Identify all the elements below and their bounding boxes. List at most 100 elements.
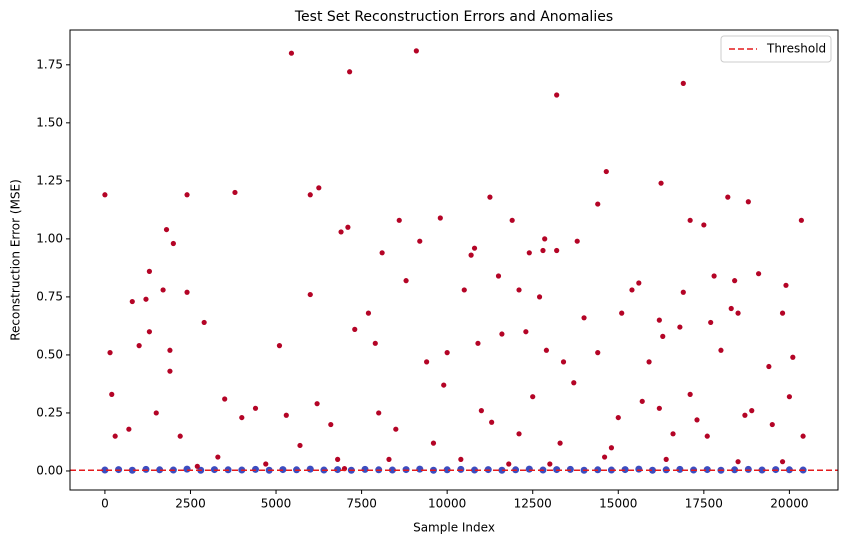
chart-title: Test Set Reconstruction Errors and Anoma… [294,9,613,25]
point [352,326,358,332]
y-tick-label: 0.75 [36,289,63,303]
point [718,347,724,353]
point [703,466,711,474]
point [498,466,506,474]
point [328,421,334,428]
point [252,405,259,411]
x-tick-label: 5000 [261,497,292,511]
point [107,350,113,356]
point [755,271,762,277]
point [786,394,793,400]
point [461,287,467,293]
point [687,217,693,223]
point [790,354,796,360]
point [263,461,269,467]
y-tick-label: 0.25 [36,405,63,419]
point [489,419,495,425]
point [663,456,669,462]
point [471,245,478,251]
point [525,465,533,473]
point [687,391,693,397]
point [783,282,789,288]
point [146,329,153,335]
point [516,287,522,293]
point [725,194,731,200]
point [170,240,176,247]
point [475,340,481,346]
point [704,433,710,439]
point [239,414,245,421]
point [129,298,135,305]
point [660,333,666,339]
point [417,238,423,244]
point [365,310,372,316]
point [621,466,629,474]
point [758,466,766,474]
point [526,250,532,256]
point [735,310,741,316]
point [543,347,550,353]
point [430,440,437,446]
point [547,461,553,467]
point [102,192,108,198]
point [379,250,385,256]
point [184,192,190,198]
plot-frame [69,29,839,491]
point [112,433,118,439]
point [800,433,806,439]
point [314,401,320,407]
point [735,459,741,465]
point [361,465,369,473]
point [581,315,587,321]
point [608,445,615,451]
point [670,431,676,437]
point [347,69,353,75]
point [656,405,662,411]
point [101,466,109,474]
point [222,396,228,402]
point [798,217,804,223]
point [306,465,314,473]
point [523,329,529,335]
point [731,466,739,474]
point [128,466,136,474]
point [487,194,493,200]
x-tick-label: 2500 [175,497,206,511]
point [201,319,207,326]
point [457,465,465,473]
point [416,465,424,473]
point [646,359,652,365]
point [595,201,601,207]
point [676,465,684,473]
point [388,466,396,474]
point [571,380,577,386]
point [288,50,295,56]
point [749,408,755,414]
point [742,412,748,418]
point [615,414,621,421]
point [542,236,548,242]
point [393,426,399,432]
point [443,466,451,474]
point [766,363,772,370]
point [554,247,560,254]
point [677,324,683,330]
point [251,465,259,473]
point [126,426,132,432]
point [194,463,200,469]
point [146,268,153,274]
y-tick-label: 1.00 [36,231,63,245]
point [732,278,738,284]
point [708,319,714,326]
x-tick-label: 15000 [599,497,637,511]
point [441,382,447,388]
point [376,410,382,416]
point [785,466,793,474]
point [109,391,115,397]
point [656,317,662,323]
point [183,465,191,473]
y-axis-label: Reconstruction Error (MSE) [9,179,23,341]
legend: Threshold [720,35,832,63]
point [372,340,378,346]
point [680,80,686,86]
